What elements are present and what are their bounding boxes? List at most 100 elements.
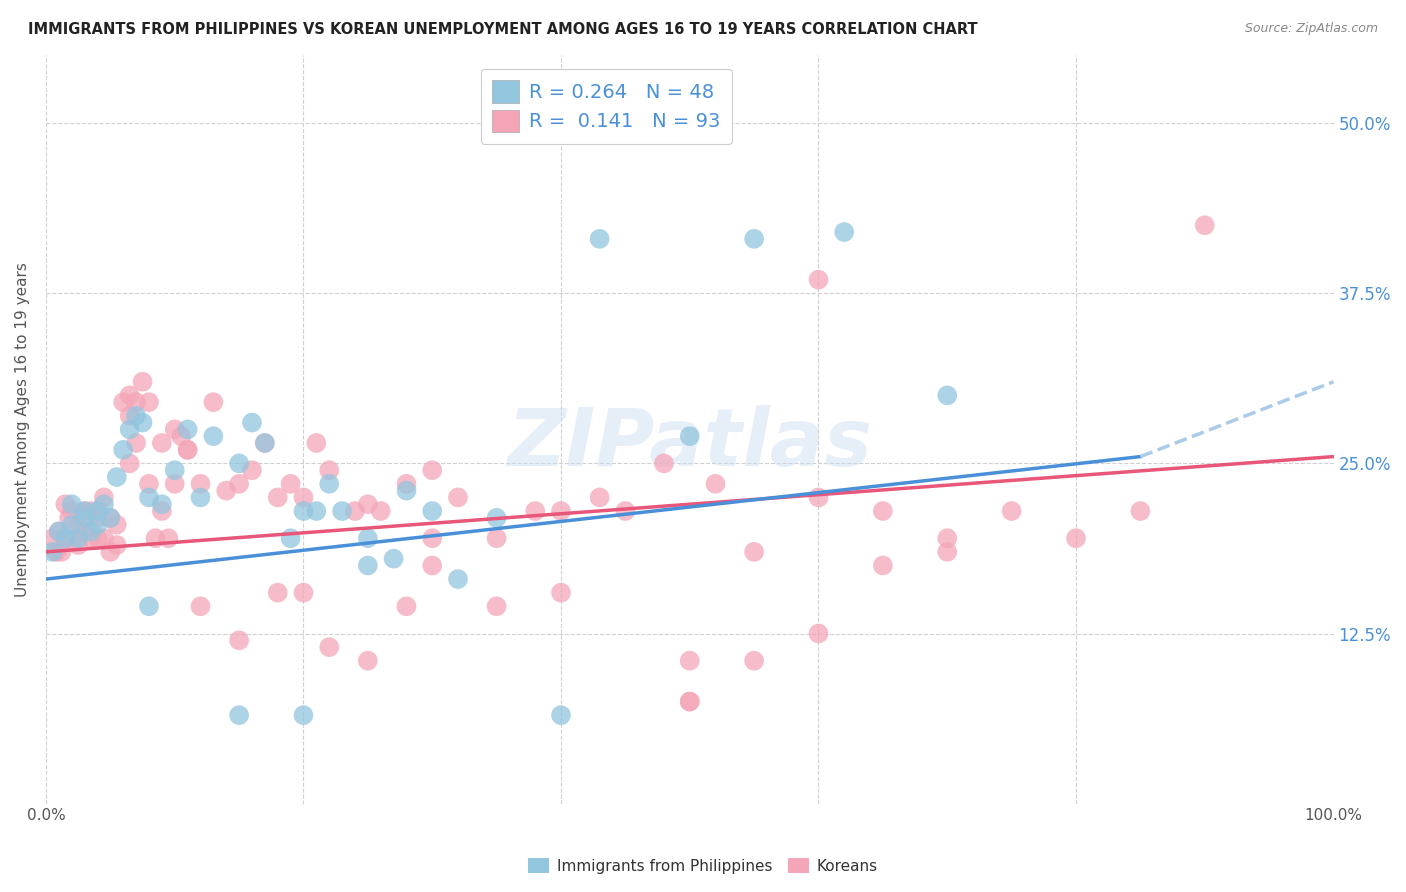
Point [67,531,90,545]
Point [118,422,141,436]
Point [67,517,90,532]
Point [357,558,380,573]
Point [150,504,173,518]
Point [60,497,83,511]
Point [93,497,115,511]
Point [53,531,76,545]
Point [98,511,121,525]
Point [73,511,96,525]
Point [872,558,894,573]
Point [357,531,380,545]
Point [125,395,148,409]
Point [60,531,83,545]
Point [131,375,153,389]
Point [170,429,193,443]
Point [1064,531,1087,545]
Y-axis label: Unemployment Among Ages 16 to 19 years: Unemployment Among Ages 16 to 19 years [15,262,30,597]
Point [420,531,443,545]
Point [742,545,765,559]
Point [98,511,121,525]
Point [86,517,108,532]
Point [267,491,290,505]
Point [240,463,263,477]
Point [228,633,250,648]
Point [80,531,103,545]
Point [280,476,302,491]
Point [150,497,173,511]
Point [112,442,135,457]
Point [202,429,225,443]
Point [382,551,405,566]
Point [202,395,225,409]
Point [292,491,315,505]
Point [395,476,418,491]
Point [228,476,250,491]
Point [679,429,702,443]
Point [807,491,830,505]
Point [138,476,160,491]
Point [704,476,727,491]
Point [550,504,572,518]
Point [60,504,83,518]
Point [330,504,353,518]
Text: ZIPatlas: ZIPatlas [508,405,872,483]
Point [48,524,70,539]
Point [163,463,186,477]
Point [67,538,90,552]
Point [163,476,186,491]
Point [1129,504,1152,518]
Point [588,491,610,505]
Point [652,457,675,471]
Point [240,416,263,430]
Point [292,504,315,518]
Point [157,531,180,545]
Point [176,442,198,457]
Point [150,436,173,450]
Point [485,599,508,614]
Point [190,599,212,614]
Point [73,504,96,518]
Point [80,504,103,518]
Point [280,531,302,545]
Point [131,416,153,430]
Point [318,463,340,477]
Point [742,654,765,668]
Point [53,531,76,545]
Point [73,504,96,518]
Point [524,504,547,518]
Point [125,409,148,423]
Point [118,409,141,423]
Legend: Immigrants from Philippines, Koreans: Immigrants from Philippines, Koreans [522,852,884,880]
Point [936,531,959,545]
Point [228,708,250,723]
Point [53,497,76,511]
Point [395,599,418,614]
Point [679,694,702,708]
Point [395,483,418,498]
Point [742,232,765,246]
Text: IMMIGRANTS FROM PHILIPPINES VS KOREAN UNEMPLOYMENT AMONG AGES 16 TO 19 YEARS COR: IMMIGRANTS FROM PHILIPPINES VS KOREAN UN… [28,22,977,37]
Point [420,463,443,477]
Point [73,524,96,539]
Point [253,436,276,450]
Point [305,504,328,518]
Point [118,388,141,402]
Point [550,585,572,599]
Point [1194,219,1216,233]
Point [98,545,121,559]
Point [370,504,392,518]
Point [60,517,83,532]
Point [679,694,702,708]
Point [228,457,250,471]
Legend: R = 0.264   N = 48, R =  0.141   N = 93: R = 0.264 N = 48, R = 0.141 N = 93 [481,69,733,144]
Point [51,545,73,559]
Point [807,626,830,640]
Point [318,640,340,654]
Point [58,511,80,525]
Point [41,531,63,545]
Point [292,708,315,723]
Point [357,654,380,668]
Point [190,491,212,505]
Point [176,442,198,457]
Point [86,531,108,545]
